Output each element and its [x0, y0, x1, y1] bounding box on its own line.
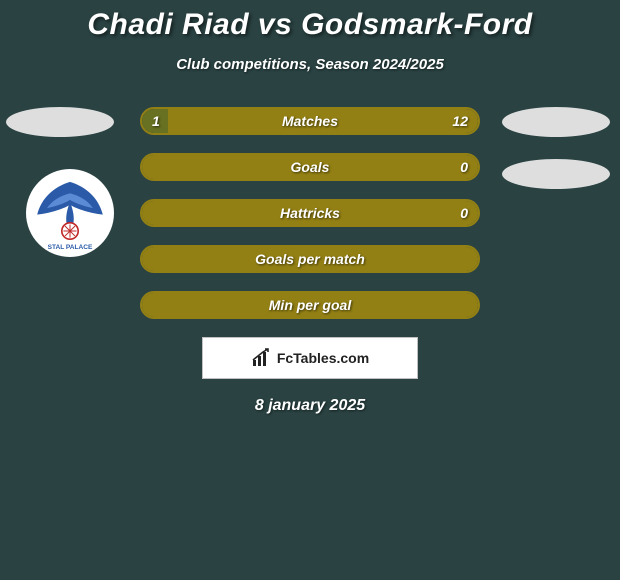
- bar-value-right: 12: [452, 109, 468, 133]
- bar-label: Goals per match: [142, 247, 478, 271]
- club-badge-left: STAL PALACE: [26, 169, 114, 257]
- stat-bar: Min per goal: [140, 291, 480, 319]
- page-title: Chadi Riad vs Godsmark-Ford: [0, 0, 620, 42]
- bar-label: Goals: [142, 155, 478, 179]
- eagle-crest-icon: STAL PALACE: [29, 172, 111, 254]
- subtitle: Club competitions, Season 2024/2025: [0, 56, 620, 73]
- bar-value-right: 0: [460, 201, 468, 225]
- date-text: 8 january 2025: [0, 397, 620, 415]
- bar-label: Min per goal: [142, 293, 478, 317]
- player-photo-placeholder-left: [6, 107, 114, 137]
- stat-bar: Hattricks0: [140, 199, 480, 227]
- credit-text: FcTables.com: [277, 350, 369, 366]
- chart-area: STAL PALACE Matches112Goals0Hattricks0Go…: [0, 107, 620, 319]
- bar-value-right: 0: [460, 155, 468, 179]
- bar-chart-icon: [251, 348, 275, 368]
- bar-value-left: 1: [152, 109, 160, 133]
- stat-bar: Goals per match: [140, 245, 480, 273]
- svg-text:STAL PALACE: STAL PALACE: [48, 244, 93, 251]
- stat-bars: Matches112Goals0Hattricks0Goals per matc…: [140, 107, 480, 319]
- bar-label: Matches: [142, 109, 478, 133]
- bar-label: Hattricks: [142, 201, 478, 225]
- player-photo-placeholder-right-2: [502, 159, 610, 189]
- stat-bar: Goals0: [140, 153, 480, 181]
- credit-box: FcTables.com: [202, 337, 418, 379]
- player-photo-placeholder-right-1: [502, 107, 610, 137]
- stat-bar: Matches1 12: [140, 107, 480, 135]
